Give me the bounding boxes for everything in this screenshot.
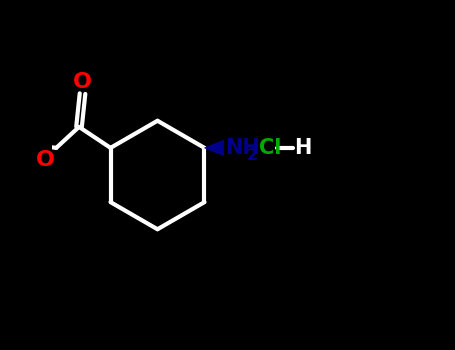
Polygon shape: [204, 140, 224, 155]
Text: O: O: [35, 150, 55, 170]
Text: O: O: [73, 72, 92, 92]
Text: H: H: [294, 138, 312, 158]
Text: 2: 2: [247, 148, 258, 163]
Text: NH: NH: [226, 138, 260, 158]
Text: Cl: Cl: [259, 138, 281, 158]
